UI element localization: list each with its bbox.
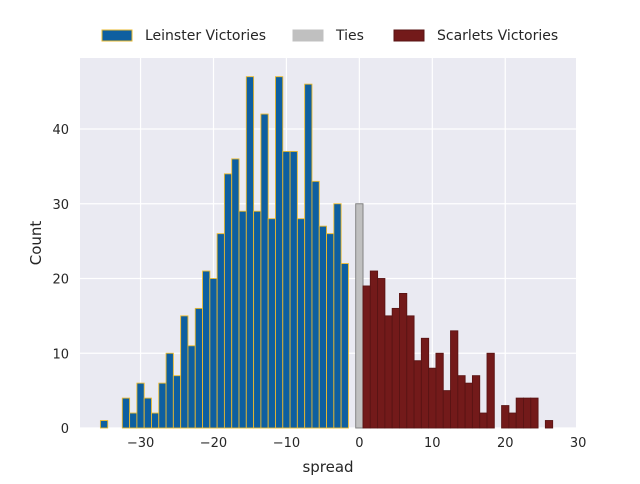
bar-scarlets-victories: [384, 315, 393, 429]
bar-leinster-victories: [143, 397, 152, 429]
legend-label-scarlets: Scarlets Victories: [437, 28, 558, 44]
bar-leinster-victories: [180, 315, 189, 429]
x-tick-label: 10: [424, 436, 441, 451]
bar-leinster-victories: [121, 397, 131, 429]
legend-swatch-scarlets: [393, 29, 425, 42]
bar-scarlets-victories: [479, 412, 488, 429]
bar-leinster-victories: [209, 278, 218, 429]
y-tick-label: 30: [52, 198, 69, 213]
bar-leinster-victories: [304, 83, 313, 429]
y-tick-label: 40: [52, 123, 69, 138]
bar-leinster-victories: [158, 382, 167, 429]
bar-scarlets-victories: [508, 412, 517, 429]
y-tick-label: 10: [52, 347, 69, 362]
bar-scarlets-victories: [450, 330, 459, 429]
x-tick-label: −30: [127, 436, 154, 451]
bar-scarlets-victories: [501, 405, 510, 429]
bar-leinster-victories: [216, 233, 225, 429]
bar-leinster-victories: [231, 158, 240, 429]
bar-leinster-victories: [333, 203, 342, 429]
x-tick-labels: −30 −20 −10 0 10 20 30: [127, 436, 587, 451]
bar-scarlets-victories: [406, 315, 415, 429]
bar-scarlets-victories: [413, 360, 422, 429]
bar-scarlets-victories: [515, 397, 524, 429]
bar-leinster-victories: [136, 382, 145, 429]
bar-scarlets-victories: [544, 420, 554, 429]
bar-scarlets-victories: [391, 307, 400, 429]
bar-leinster-victories: [165, 352, 174, 429]
bar-leinster-victories: [223, 173, 233, 429]
bar-leinster-victories: [238, 210, 247, 429]
bar-leinster-victories: [260, 113, 269, 429]
y-axis-label: Count: [27, 221, 45, 266]
bar-scarlets-victories: [369, 270, 379, 429]
bar-leinster-victories: [194, 307, 203, 429]
bar-scarlets-victories: [362, 285, 371, 429]
bar-ties: [355, 203, 364, 429]
x-tick-label: −10: [273, 436, 300, 451]
bar-leinster-victories: [99, 420, 109, 429]
legend-swatch-leinster: [101, 29, 133, 42]
bar-leinster-victories: [275, 76, 284, 429]
bar-leinster-victories: [253, 210, 262, 429]
bar-leinster-victories: [172, 375, 182, 429]
bar-scarlets-victories: [530, 397, 539, 429]
bar-leinster-victories: [267, 218, 276, 429]
bar-leinster-victories: [187, 345, 196, 429]
y-tick-labels: 0 10 20 30 40: [52, 123, 69, 437]
x-tick-label: 20: [497, 436, 514, 451]
y-tick-label: 0: [61, 422, 69, 437]
bars: [99, 76, 554, 429]
legend-swatch-ties: [292, 29, 324, 42]
legend: Leinster Victories Ties Scarlets Victori…: [101, 28, 558, 44]
y-tick-label: 20: [52, 273, 69, 288]
bar-leinster-victories: [202, 270, 211, 429]
bar-leinster-victories: [296, 218, 306, 429]
bar-scarlets-victories: [471, 375, 481, 429]
bar-scarlets-victories: [457, 375, 466, 429]
bar-leinster-victories: [151, 412, 160, 429]
bar-scarlets-victories: [523, 397, 532, 429]
x-axis-label: spread: [302, 458, 353, 476]
x-tick-label: −20: [200, 436, 227, 451]
bar-leinster-victories: [311, 180, 320, 429]
bar-scarlets-victories: [420, 337, 430, 429]
bar-scarlets-victories: [428, 367, 437, 429]
bar-leinster-victories: [340, 263, 349, 429]
bar-scarlets-victories: [377, 278, 386, 429]
x-tick-label: 30: [570, 436, 587, 451]
bar-leinster-victories: [282, 150, 291, 429]
bar-scarlets-victories: [435, 352, 444, 429]
bar-scarlets-victories: [464, 382, 473, 429]
bar-scarlets-victories: [486, 352, 495, 429]
bar-leinster-victories: [318, 225, 327, 429]
bar-scarlets-victories: [442, 390, 451, 429]
bar-leinster-victories: [289, 150, 298, 429]
legend-label-leinster: Leinster Victories: [145, 28, 266, 44]
bar-leinster-victories: [326, 233, 335, 429]
bar-scarlets-victories: [399, 293, 408, 429]
bar-leinster-victories: [129, 412, 138, 429]
x-tick-label: 0: [355, 436, 363, 451]
bar-leinster-victories: [245, 76, 255, 429]
legend-label-ties: Ties: [335, 28, 364, 44]
